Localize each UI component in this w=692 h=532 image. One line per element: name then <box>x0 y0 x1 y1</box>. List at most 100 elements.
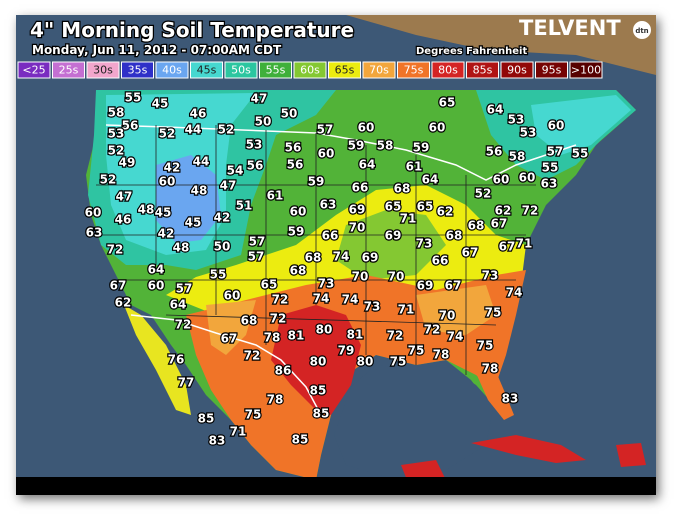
station-value: 56 <box>287 158 304 172</box>
station-value: 67 <box>491 217 508 231</box>
station-value: 80 <box>310 355 327 369</box>
border-mexico <box>130 314 322 416</box>
station-value: 55 <box>542 161 559 175</box>
station-value: 72 <box>522 204 539 218</box>
legend-label: 45s <box>197 64 217 77</box>
station-value: 54 <box>227 164 244 178</box>
station-value: 78 <box>433 348 450 362</box>
station-value: 67 <box>110 279 127 293</box>
units: Degrees Fahrenheit <box>416 46 527 57</box>
station-value: 64 <box>422 173 439 187</box>
station-value: 85 <box>198 412 215 426</box>
zone-80s <box>271 305 361 415</box>
station-value: 60 <box>358 121 375 135</box>
station-value: 60 <box>548 119 565 133</box>
station-value: 50 <box>255 115 272 129</box>
station-value: 56 <box>285 141 302 155</box>
legend-label: 55s <box>266 64 286 77</box>
station-value: 57 <box>248 250 265 264</box>
legend-swatch <box>52 61 85 79</box>
station-value: 42 <box>158 227 175 241</box>
station-value: 60 <box>493 173 510 187</box>
station-value: 72 <box>270 312 287 326</box>
station-value: 78 <box>264 331 281 345</box>
station-value: 63 <box>86 226 103 240</box>
zone-70s-se <box>416 285 496 335</box>
legend-swatch <box>535 61 568 79</box>
station-value: 79 <box>338 344 355 358</box>
station-value: 72 <box>424 323 441 337</box>
station-value: 52 <box>159 127 176 141</box>
station-value: 56 <box>122 119 139 133</box>
station-value: 61 <box>267 189 284 203</box>
station-value: 56 <box>486 145 503 159</box>
legend-swatch <box>397 61 430 79</box>
station-value: 44 <box>193 155 210 169</box>
station-value: 80 <box>357 355 374 369</box>
legend-label: 85s <box>473 64 493 77</box>
legend: <25 25s 30s 35s 40s 45s 50s 55s 60s 65s 70s 75s 80s 8… <box>17 61 603 79</box>
legend-swatch <box>431 61 465 79</box>
station-value: 66 <box>352 181 369 195</box>
zone-60s-mid <box>336 210 446 280</box>
station-value: 57 <box>249 235 266 249</box>
station-value: 74 <box>313 292 330 306</box>
station-value: 71 <box>400 212 417 226</box>
station-value: 47 <box>116 190 133 204</box>
station-value: 64 <box>148 263 165 277</box>
station-value: 85 <box>310 384 327 398</box>
map: 4" Morning Soil Temperature Monday, Jun … <box>16 15 656 495</box>
legend-swatch <box>466 61 499 79</box>
brand: TELVENT <box>519 16 621 40</box>
station-value: 75 <box>245 408 262 422</box>
station-value: 48 <box>191 184 208 198</box>
legend-label: 25s <box>59 64 79 77</box>
station-value: 68 <box>305 251 322 265</box>
station-value: 85 <box>292 433 309 447</box>
zone-40s-west <box>156 155 221 243</box>
station-value: 60 <box>224 289 241 303</box>
station-value: 75 <box>408 344 425 358</box>
station-value: 53 <box>246 138 263 152</box>
station-value: 53 <box>520 126 537 140</box>
legend-label: 30s <box>93 64 113 77</box>
station-value: 55 <box>210 268 227 282</box>
legend-swatch <box>328 61 361 79</box>
station-value: 50 <box>214 240 231 254</box>
station-value: 52 <box>475 187 492 201</box>
station-value: 72 <box>107 243 124 257</box>
station-value: 78 <box>267 393 284 407</box>
station-value: 73 <box>318 277 335 291</box>
station-value: 68 <box>446 229 463 243</box>
legend-swatch <box>86 61 120 79</box>
title: 4" Morning Soil Temperature <box>30 18 354 42</box>
station-value: 76 <box>168 353 185 367</box>
station-value: 52 <box>100 173 117 187</box>
legend-label: 75s <box>404 64 424 77</box>
station-value: 61 <box>406 160 423 174</box>
station-value: 48 <box>173 241 190 255</box>
station-value: 59 <box>308 175 325 189</box>
station-value: 69 <box>385 229 402 243</box>
station-value: 83 <box>502 392 519 406</box>
station-value: 46 <box>190 107 207 121</box>
station-value: 83 <box>209 434 226 448</box>
legend-label: 65s <box>335 64 355 77</box>
legend-swatch <box>224 61 258 79</box>
legend-label: 60s <box>300 64 320 77</box>
station-value: 45 <box>155 206 172 220</box>
station-value: 71 <box>398 303 415 317</box>
station-value: 51 <box>236 199 253 213</box>
legend-swatch <box>500 61 534 79</box>
legend-swatch <box>17 61 51 79</box>
station-value: 68 <box>468 219 485 233</box>
station-value: 53 <box>108 127 125 141</box>
station-value: 65 <box>261 278 278 292</box>
station-value: 60 <box>159 175 176 189</box>
station-value: 70 <box>352 270 369 284</box>
legend-swatch <box>293 61 327 79</box>
station-value: 81 <box>347 328 364 342</box>
station-value: 63 <box>320 198 337 212</box>
